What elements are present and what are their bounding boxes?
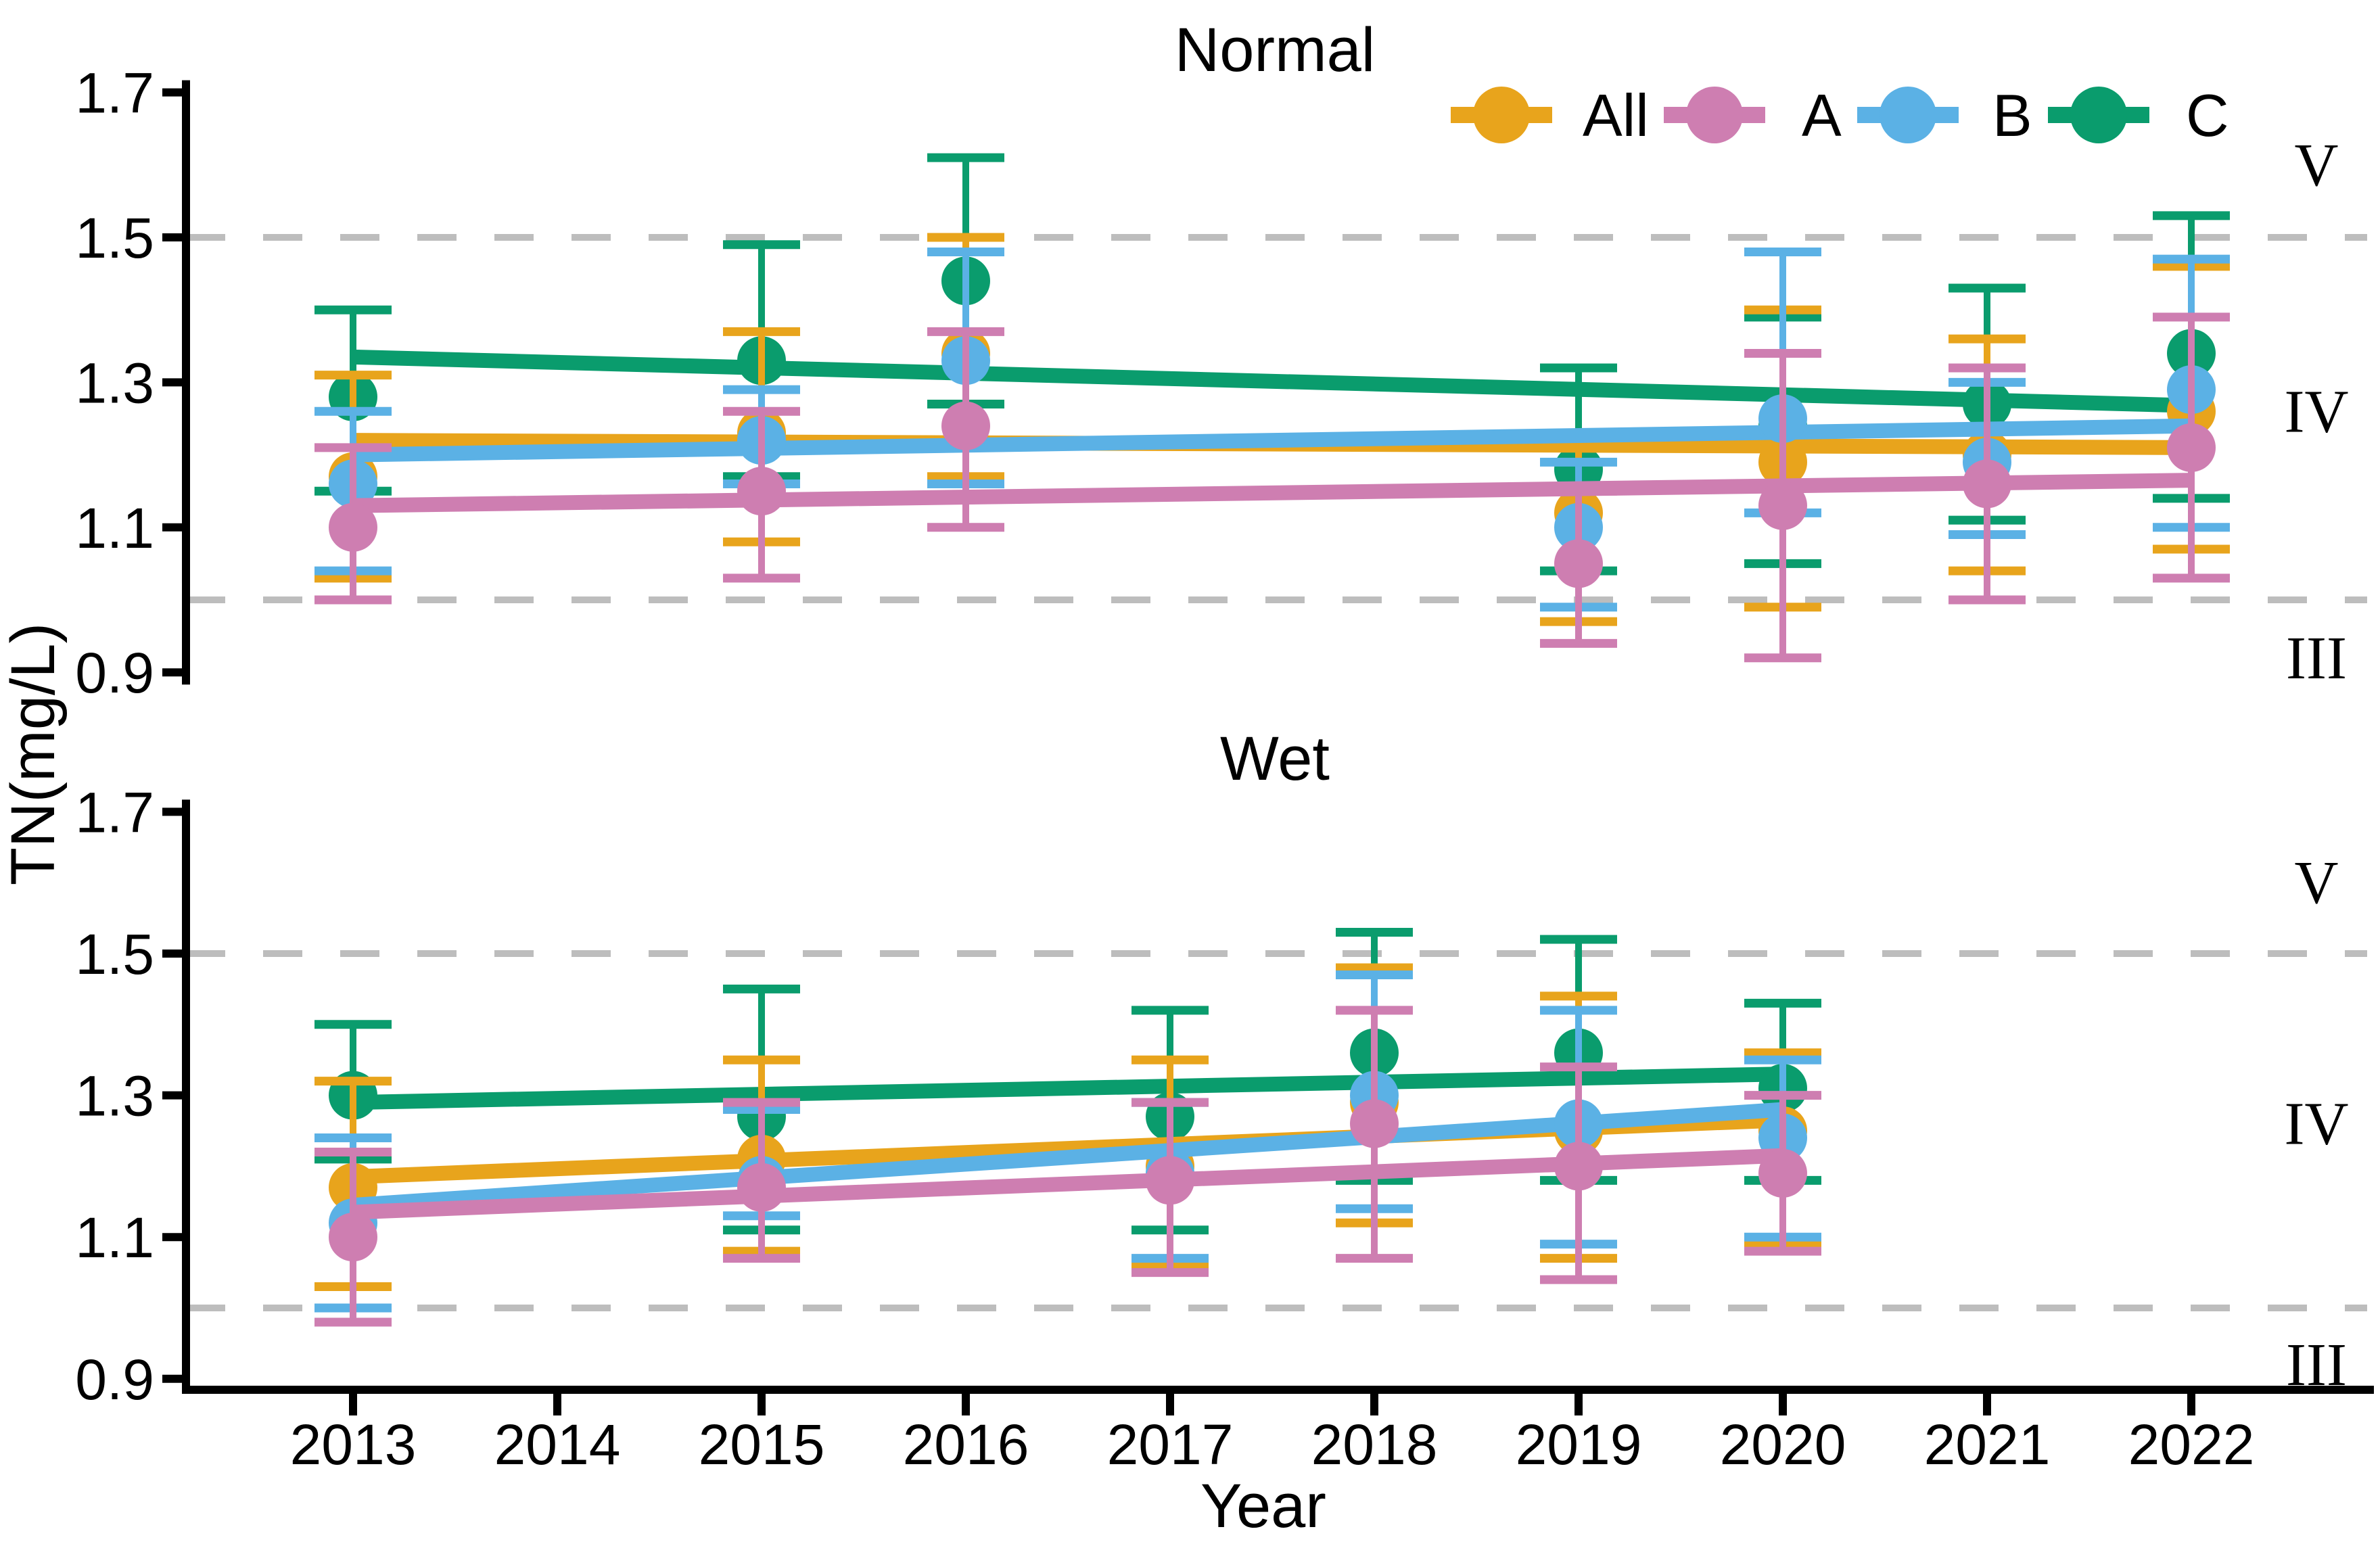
data-point: [1146, 1156, 1194, 1205]
y-tick-label: 0.9: [75, 641, 154, 705]
x-tick-label: 2021: [1924, 1413, 2051, 1476]
legend-label: B: [1992, 82, 2032, 149]
trend-line: [352, 349, 2192, 413]
zone-label-iii: III: [2286, 625, 2347, 692]
x-axis: 2013 2014 2015 2016 2017 2018 2019 2020 2021 2022…: [182, 1386, 2374, 1541]
facet-title: Normal: [1175, 16, 1375, 85]
data-point: [1963, 459, 2011, 509]
legend: All A B C: [1451, 82, 2229, 149]
trend-line: [352, 1067, 1783, 1110]
data-point: [1554, 1142, 1603, 1191]
legend-key-point: [2070, 87, 2127, 143]
data-point: [737, 467, 786, 516]
legend-item-c: C: [2048, 82, 2229, 149]
legend-item-a: A: [1664, 82, 1842, 149]
x-tick-label: 2015: [699, 1413, 825, 1476]
data-point: [2167, 423, 2216, 472]
trend-line: [352, 418, 2192, 463]
data-point: [1758, 1148, 1807, 1198]
legend-key-point: [1880, 87, 1936, 143]
data-point: [1758, 481, 1807, 530]
facet-title: Wet: [1220, 724, 1330, 793]
y-tick-label: 1.7: [75, 780, 154, 844]
data-point: [1554, 539, 1603, 588]
series-b: [314, 247, 2230, 612]
data-point: [941, 401, 990, 450]
x-tick-label: 2019: [1516, 1413, 1642, 1476]
x-axis-title: Year: [1200, 1472, 1326, 1541]
y-tick-label: 1.3: [75, 1064, 154, 1128]
zone-label-iv: IV: [2285, 378, 2349, 445]
data-point: [1350, 1099, 1399, 1148]
legend-key-point: [1473, 87, 1530, 143]
zone-label-v: V: [2295, 849, 2339, 916]
trend-line: [352, 473, 2192, 513]
data-point: [329, 502, 377, 552]
trend-line: [352, 1148, 1783, 1220]
x-tick-label: 2014: [494, 1413, 621, 1476]
y-tick-label: 1.5: [75, 922, 154, 986]
legend-item-all: All: [1451, 82, 1649, 149]
legend-label: All: [1583, 82, 1649, 149]
x-tick-label: 2022: [2128, 1413, 2255, 1476]
x-tick-label: 2013: [290, 1413, 417, 1476]
legend-key-point: [1686, 87, 1743, 143]
y-tick-label: 1.3: [75, 351, 154, 415]
y-tick-label: 1.7: [75, 62, 154, 125]
x-tick-label: 2016: [903, 1413, 1029, 1476]
x-tick-label: 2017: [1107, 1413, 1234, 1476]
series-a: [314, 1006, 1821, 1327]
data-point: [329, 1213, 377, 1262]
legend-label: C: [2186, 82, 2229, 149]
series-a: [314, 312, 2230, 663]
data-point: [737, 1163, 786, 1212]
x-tick-label: 2018: [1311, 1413, 1438, 1476]
panel-normal: 1.7 1.5 1.3 1.1 0.9 Normal V IV III: [75, 16, 2367, 705]
legend-label: A: [1802, 82, 1842, 149]
x-tick-label: 2020: [1720, 1413, 1846, 1476]
y-tick-label: 1.1: [75, 1206, 154, 1269]
zone-label-iv: IV: [2285, 1091, 2349, 1158]
zone-label-v: V: [2295, 132, 2339, 199]
y-tick-label: 0.9: [75, 1348, 154, 1411]
trend-line: [352, 1102, 1783, 1213]
y-axis-title: TN(mg/L): [0, 623, 68, 885]
y-tick-label: 1.5: [75, 206, 154, 270]
y-tick-label: 1.1: [75, 496, 154, 560]
legend-item-b: B: [1857, 82, 2032, 149]
